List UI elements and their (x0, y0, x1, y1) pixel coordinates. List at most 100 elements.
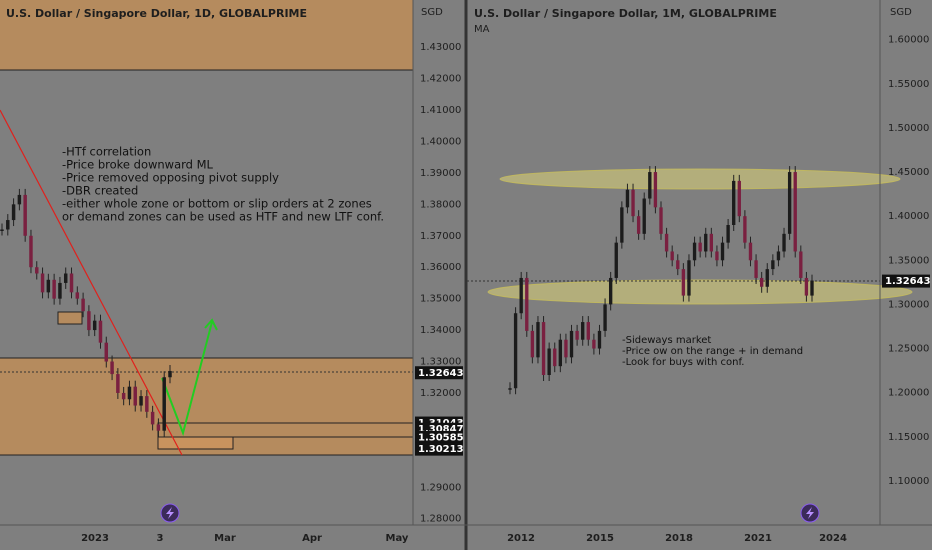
candle (653, 172, 658, 208)
note: -Sideways market (622, 335, 711, 346)
y-tick-label: 1.55000 (888, 79, 929, 90)
range-top (499, 168, 901, 190)
candle (162, 377, 166, 431)
note: -Price removed opposing pivot supply (62, 171, 279, 185)
price-label-box (415, 442, 463, 456)
candle (581, 322, 585, 340)
candle (508, 388, 512, 390)
y-tick-label: 1.41000 (420, 105, 461, 116)
candle (58, 282, 62, 299)
candle (11, 204, 16, 221)
candle (168, 370, 172, 378)
candle (732, 180, 736, 225)
price-label-box (415, 366, 463, 380)
candle (46, 279, 51, 293)
candle (659, 207, 663, 234)
price-label: 1.32643 (418, 368, 464, 379)
candle (52, 279, 56, 299)
price-label-box (415, 430, 463, 444)
y-tick-label: 1.34000 (420, 325, 461, 336)
candle (676, 260, 680, 270)
candle (139, 396, 143, 406)
candle (17, 194, 22, 205)
y-tick-label: 1.29000 (420, 482, 461, 493)
x-tick-label: May (386, 533, 409, 544)
candle (145, 396, 149, 412)
candle (754, 260, 758, 278)
candle (513, 313, 518, 389)
candle (648, 172, 652, 199)
x-tick-label: Apr (302, 533, 322, 544)
candle (709, 233, 714, 252)
price-label: 1.30213 (418, 444, 464, 455)
projection-arrow (161, 321, 213, 437)
candle (156, 424, 161, 431)
candle (592, 339, 596, 349)
x-tick-label: 2021 (744, 533, 772, 544)
y-tick-label: 1.45000 (888, 167, 929, 178)
candle (519, 277, 523, 314)
y-tick-label: 1.40000 (888, 211, 929, 222)
candle (804, 277, 809, 296)
candle (670, 251, 674, 261)
candle (98, 320, 103, 343)
price-label: 1.30585 (418, 432, 464, 443)
candle (23, 194, 27, 236)
x-tick-label: 2018 (665, 533, 693, 544)
y-tick-label: 1.40000 (420, 136, 461, 147)
candle (0, 229, 4, 231)
indicator: MA (474, 24, 490, 35)
x-tick-label: 2023 (81, 533, 109, 544)
small-zone (57, 311, 83, 325)
y-tick-label: 1.60000 (888, 35, 929, 46)
candle (69, 273, 74, 293)
candle (748, 242, 753, 261)
candle (92, 320, 97, 331)
y-tick-label: 1.35000 (888, 255, 929, 266)
candle (29, 235, 33, 268)
candle (799, 251, 803, 278)
candle (104, 342, 109, 362)
currency: SGD (890, 7, 912, 18)
currency: SGD (421, 7, 443, 18)
trend-line (0, 109, 183, 456)
x-tick-label: 2015 (586, 533, 614, 544)
y-tick-label: 1.28000 (420, 514, 461, 525)
candle (737, 180, 741, 217)
candle (704, 233, 708, 252)
candle (133, 386, 137, 406)
x-tick-label: 2012 (507, 533, 535, 544)
right-title: U.S. Dollar / Singapore Dollar, 1M, GLOB… (474, 7, 777, 20)
candle (40, 273, 45, 293)
candle (636, 216, 641, 234)
y-tick-label: 1.32000 (420, 388, 461, 399)
candle (553, 348, 557, 367)
y-tick-label: 1.50000 (888, 123, 929, 134)
candle (150, 411, 155, 425)
candle (765, 269, 769, 287)
candle (87, 311, 91, 331)
y-tick-label: 1.20000 (888, 388, 929, 399)
candle (726, 225, 730, 243)
candle (586, 322, 590, 340)
candle (698, 242, 702, 252)
candle (603, 304, 607, 331)
candle (127, 386, 132, 400)
note: -Price ow on the range + in demand (622, 346, 803, 357)
candle (776, 251, 781, 261)
y-tick-label: 1.42000 (420, 74, 461, 85)
candle (771, 260, 775, 270)
y-tick-label: 1.37000 (420, 231, 461, 242)
note: -either whole zone or bottom or slip ord… (62, 197, 372, 211)
y-tick-label: 1.33000 (420, 357, 461, 368)
candle (558, 339, 563, 367)
supply-zone (0, 0, 413, 70)
candle (536, 322, 540, 358)
note: -Look for buys with conf. (622, 357, 744, 368)
candle (608, 277, 613, 305)
candle (597, 330, 602, 349)
candle (664, 233, 669, 252)
note: -Price broke downward ML (62, 158, 214, 172)
note: -HTf correlation (62, 145, 151, 159)
